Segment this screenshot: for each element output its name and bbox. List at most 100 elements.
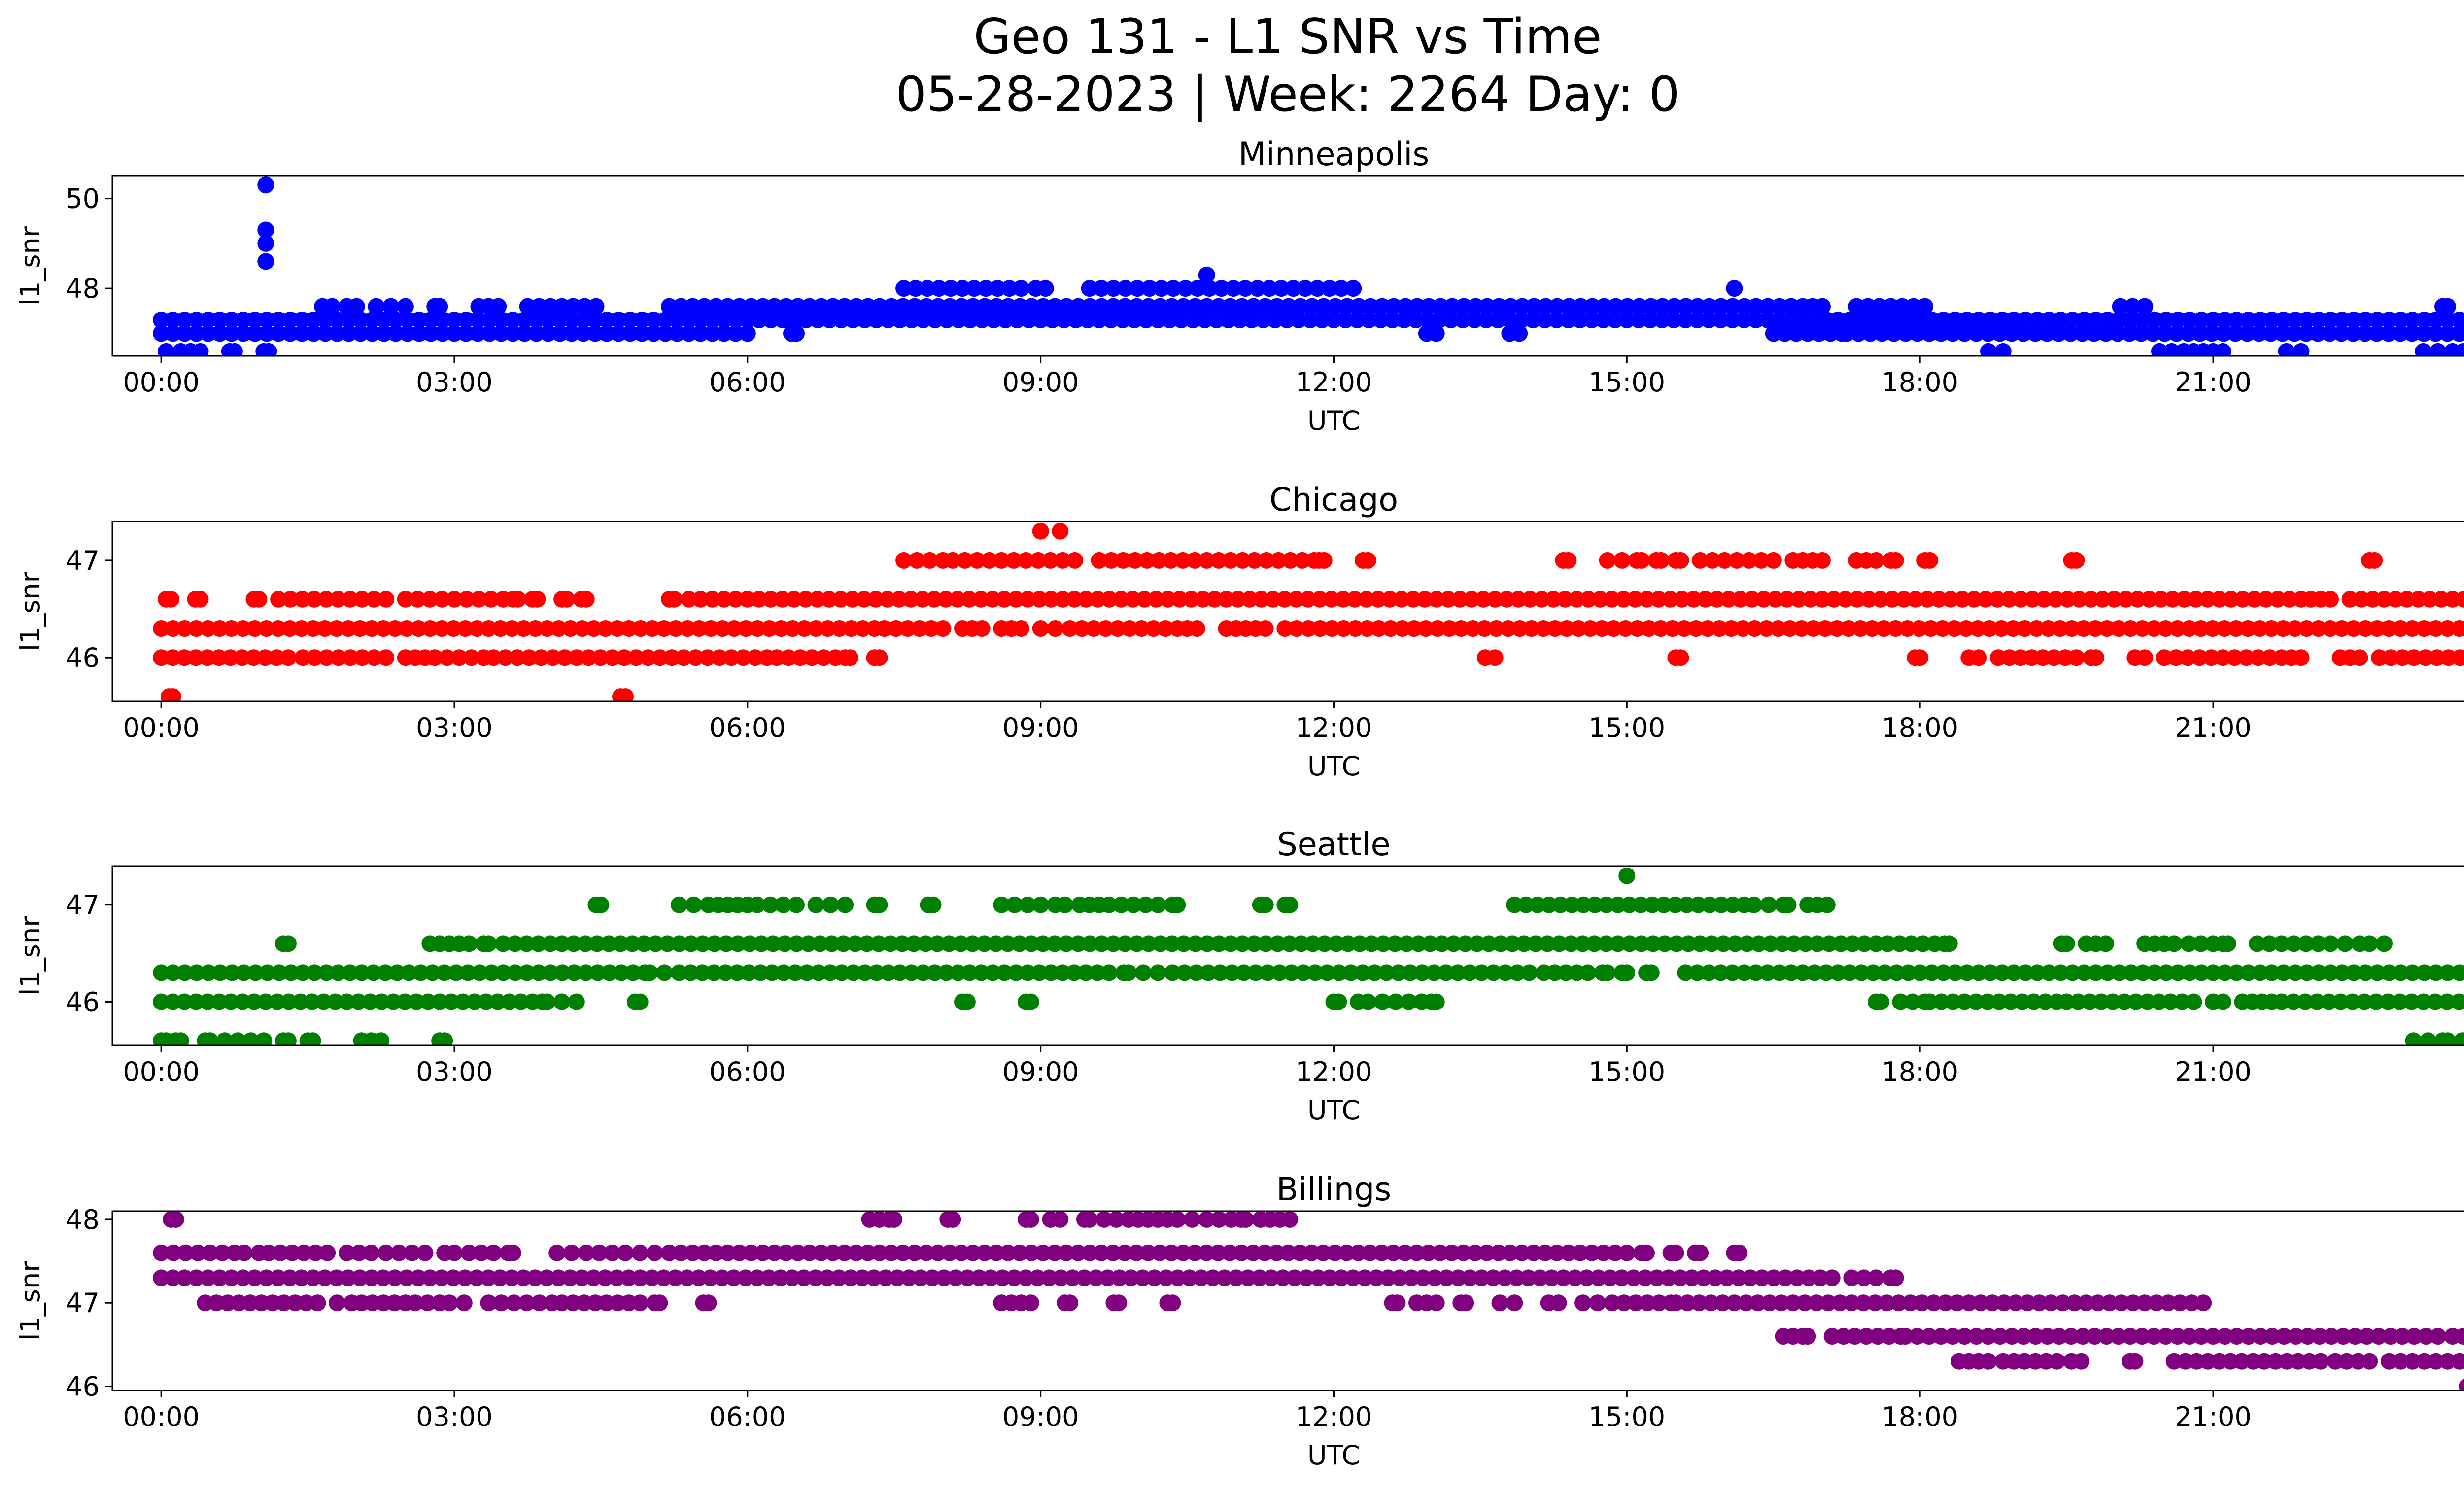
- data-point: [2297, 325, 2315, 342]
- data-point: [725, 1269, 742, 1286]
- data-point: [2081, 993, 2098, 1010]
- data-point: [2359, 1328, 2375, 1345]
- data-point: [246, 312, 264, 328]
- data-point: [1785, 935, 1803, 952]
- data-point: [1268, 1244, 1285, 1261]
- data-point: [856, 591, 873, 608]
- data-point: [1235, 964, 1253, 981]
- y-axis-label: l1_snr: [15, 226, 46, 306]
- data-point: [2286, 620, 2303, 637]
- data-point: [2214, 343, 2231, 356]
- data-point: [497, 649, 514, 666]
- data-point: [1689, 964, 1706, 981]
- data-point: [1105, 280, 1122, 297]
- data-point: [2269, 591, 2287, 608]
- data-point: [1309, 280, 1326, 297]
- data-point: [2309, 325, 2327, 342]
- data-point: [2310, 935, 2327, 952]
- data-point: [426, 649, 444, 666]
- data-point: [672, 1244, 689, 1261]
- data-point: [1549, 298, 1566, 315]
- data-point: [1266, 312, 1284, 328]
- data-point: [1994, 343, 2012, 356]
- data-point: [2415, 325, 2432, 342]
- data-point: [1765, 552, 1782, 569]
- data-point: [2285, 935, 2302, 952]
- data-point: [2376, 935, 2393, 952]
- data-point: [2193, 312, 2210, 328]
- data-point: [1233, 1244, 1250, 1261]
- data-point: [1271, 964, 1288, 981]
- data-point: [1174, 1244, 1192, 1261]
- data-point: [257, 993, 274, 1010]
- data-point: [842, 1269, 859, 1286]
- data-point: [890, 591, 908, 608]
- data-point: [1269, 935, 1286, 952]
- data-point: [1700, 312, 1717, 328]
- data-point: [270, 325, 287, 342]
- data-point: [1731, 1244, 1748, 1261]
- data-point: [772, 620, 789, 637]
- data-point: [563, 312, 580, 328]
- data-point: [1081, 280, 1098, 297]
- data-point: [2308, 993, 2326, 1010]
- data-point: [731, 298, 748, 315]
- data-point: [153, 964, 170, 981]
- data-point: [1035, 298, 1052, 315]
- data-point: [1593, 620, 1610, 637]
- data-point: [342, 591, 359, 608]
- data-point: [994, 1269, 1011, 1286]
- data-point: [844, 591, 861, 608]
- data-point: [493, 312, 510, 328]
- data-point: [1221, 1244, 1238, 1261]
- data-point: [1393, 591, 1410, 608]
- data-point: [245, 649, 262, 666]
- data-point: [1523, 620, 1540, 637]
- data-point: [2073, 1353, 2090, 1370]
- data-point: [1066, 591, 1083, 608]
- data-point: [2226, 649, 2243, 666]
- data-point: [1224, 964, 1240, 981]
- data-point: [891, 964, 908, 981]
- data-point: [2192, 935, 2210, 952]
- data-point: [1650, 1294, 1668, 1312]
- data-point: [854, 620, 871, 637]
- data-point: [2164, 591, 2181, 608]
- data-point: [1712, 896, 1730, 913]
- data-point: [997, 312, 1014, 328]
- data-point: [469, 312, 486, 328]
- data-point: [164, 620, 181, 637]
- data-point: [2005, 312, 2022, 328]
- data-point: [306, 964, 323, 981]
- data-point: [1319, 964, 1335, 981]
- data-point: [2157, 312, 2175, 328]
- data-point: [338, 1244, 355, 1261]
- data-point: [2028, 620, 2045, 637]
- data-point: [1163, 552, 1179, 569]
- data-point: [1237, 1211, 1254, 1228]
- data-point: [2240, 1328, 2257, 1345]
- data-point: [1257, 298, 1274, 315]
- data-point: [657, 325, 674, 342]
- data-point: [821, 964, 839, 981]
- data-point: [1113, 896, 1130, 913]
- data-point: [1759, 964, 1776, 981]
- data-point: [2323, 1328, 2340, 1345]
- data-point: [445, 1269, 462, 1286]
- data-point: [1560, 312, 1577, 328]
- data-point: [1140, 298, 1157, 315]
- data-point: [847, 935, 864, 952]
- data-point: [457, 620, 474, 637]
- data-point: [1888, 312, 1905, 328]
- data-point: [787, 964, 804, 981]
- data-point: [775, 896, 792, 913]
- x-tick-label: 21:00: [2175, 1056, 2252, 1087]
- data-point: [1426, 1269, 1443, 1286]
- data-point: [1488, 620, 1505, 637]
- data-point: [865, 1269, 883, 1286]
- data-point: [964, 298, 982, 315]
- data-point: [1146, 1269, 1163, 1286]
- data-point: [1199, 964, 1217, 981]
- data-point: [2078, 1294, 2095, 1312]
